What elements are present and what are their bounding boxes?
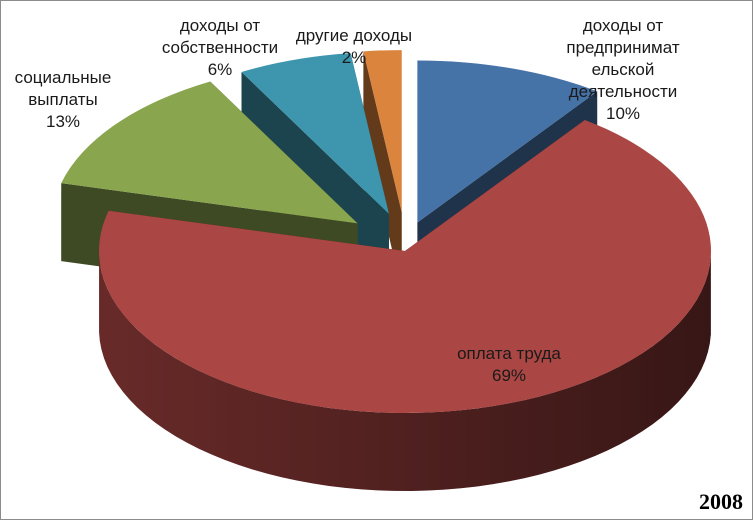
slice-0-value-label: 10% (606, 104, 640, 123)
slice-3-value-label: 6% (208, 60, 233, 79)
slice-0-label-line: доходы от (583, 16, 664, 35)
slice-4-wall-0 (363, 51, 402, 291)
slice-3-top (241, 53, 389, 214)
slice-0-label-line: предпринимат (566, 38, 679, 57)
slice-1-top (98, 119, 711, 414)
slice-0-label-line: деятельности (569, 82, 677, 101)
slice-1-side-shade (99, 254, 711, 491)
slice-1-value-label: 69% (492, 366, 526, 385)
slice-tops (61, 50, 711, 414)
year-label: 2008 (699, 489, 743, 514)
slice-0-top (417, 60, 598, 223)
slice-1-label-line: оплата труда (457, 344, 561, 363)
slice-2-label-line: выплаты (28, 90, 97, 109)
slice-0-label-line: ельской (592, 60, 655, 79)
slice-3-label-line: собственности (162, 38, 278, 57)
slice-4-label-line: другие доходы (296, 26, 412, 45)
slice-2-label-line: социальные (15, 68, 112, 87)
slice-4-value-label: 2% (342, 48, 367, 67)
slice-2-top (61, 81, 358, 224)
slice-labels: доходы от предпринимат ельской деятельности… (15, 16, 680, 385)
slice-4-top (363, 50, 402, 213)
slice-3-label-line: доходы от (180, 16, 261, 35)
slice-2-value-label: 13% (46, 112, 80, 131)
